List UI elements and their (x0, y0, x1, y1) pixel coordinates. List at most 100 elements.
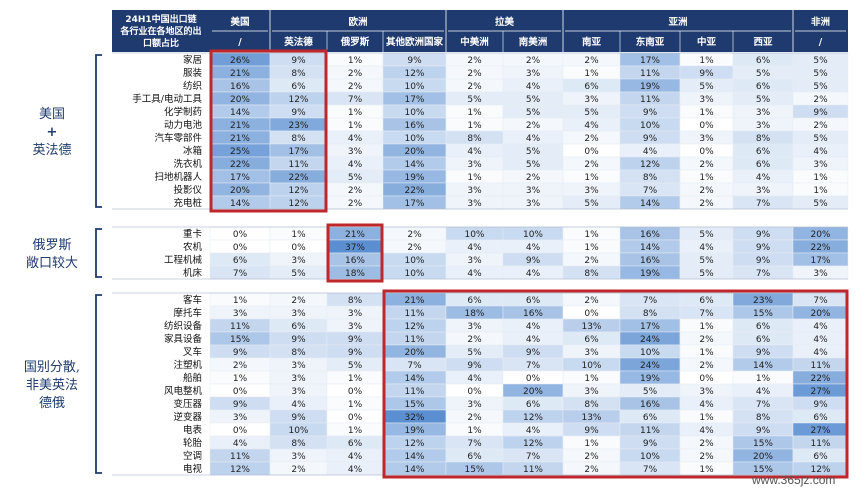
cell-value: 8% (643, 309, 658, 319)
cell-value: 20% (523, 387, 543, 397)
row-label: 空调 (183, 450, 202, 462)
cell-value: 6% (756, 82, 771, 92)
cell-value: 1% (699, 56, 714, 66)
cell-value: 5% (526, 95, 541, 105)
cell-value: 21% (230, 121, 250, 131)
cell-value: 3% (348, 309, 363, 319)
cell-value: 0% (348, 413, 363, 423)
group-label: 俄罗斯 (32, 238, 71, 253)
cell-value: 7% (756, 269, 771, 279)
cell-value: 17% (640, 322, 660, 332)
subregion-header: 其他欧洲国家 (386, 36, 444, 48)
cell-value: 5% (526, 160, 541, 170)
cell-value: 15% (230, 335, 250, 345)
cell-value: 7% (813, 296, 828, 306)
cell-value: 7% (643, 296, 658, 306)
row-label: 充电桩 (173, 197, 202, 209)
cell-value: 5% (699, 256, 714, 266)
cell-value: 11% (230, 452, 250, 462)
cell-value: 1% (699, 413, 714, 423)
cell-value: 3% (584, 387, 599, 397)
table-title-line: 24H1中国出口链 (125, 13, 197, 25)
cell-value: 2% (584, 160, 599, 170)
cell-value: 10% (640, 348, 660, 358)
cell-value: 12% (404, 439, 424, 449)
cell-value: 1% (467, 108, 482, 118)
cell-value: 2% (699, 439, 714, 449)
cell-value: 1% (348, 121, 363, 131)
cell-value: 21% (345, 230, 365, 240)
region-header: 拉美 (495, 16, 515, 28)
cell-value: 12% (288, 186, 308, 196)
cell-value: 24% (640, 335, 660, 345)
cell-value: 0% (467, 387, 482, 397)
cell-value: 4% (348, 134, 363, 144)
cell-value: 27% (810, 387, 830, 397)
cell-value: 16% (640, 230, 660, 240)
cell-value: 20% (810, 309, 830, 319)
cell-value: 9% (233, 400, 248, 410)
cell-value: 12% (230, 465, 250, 475)
cell-value: 8% (756, 413, 771, 423)
cell-value: 3% (467, 199, 482, 209)
cell-value: 2% (291, 296, 306, 306)
cell-value: 14% (404, 374, 424, 384)
cell-value: 17% (404, 199, 424, 209)
cell-value: 19% (640, 374, 660, 384)
cell-value: 12% (288, 199, 308, 209)
cell-value: 2% (813, 95, 828, 105)
cell-value: 6% (756, 322, 771, 332)
row-label: 家居 (183, 54, 202, 66)
subregion-header: 俄罗斯 (340, 36, 370, 48)
cell-value: 1% (584, 230, 599, 240)
row-label: 洗衣机 (173, 158, 202, 170)
cell-value: 16% (640, 256, 660, 266)
cell-value: 26% (230, 56, 250, 66)
cell-value: 4% (526, 134, 541, 144)
row-label: 逆变器 (173, 411, 202, 423)
group-label: 德俄 (39, 396, 65, 411)
row-label: 投影仪 (173, 184, 202, 196)
row-label: 服装 (183, 67, 203, 79)
cell-value: 3% (756, 186, 771, 196)
cell-value: 20% (404, 348, 424, 358)
cell-value: 4% (467, 374, 482, 384)
cell-value: 6% (756, 147, 771, 157)
cell-value: 15% (753, 439, 773, 449)
subregion-header: 中亚 (697, 36, 717, 48)
row-label: 注塑机 (173, 359, 202, 371)
cell-value: 1% (699, 173, 714, 183)
cell-value: 5% (813, 56, 828, 66)
cell-value: 11% (810, 361, 830, 371)
cell-value: 9% (643, 134, 658, 144)
cell-value: 4% (467, 269, 482, 279)
cell-value: 21% (230, 69, 250, 79)
cell-value: 10% (404, 256, 424, 266)
cell-value: 16% (345, 256, 365, 266)
cell-value: 9% (291, 56, 306, 66)
cell-value: 18% (464, 309, 484, 319)
cell-value: 0% (699, 374, 714, 384)
cell-value: 6% (584, 82, 599, 92)
cell-value: 4% (699, 243, 714, 253)
cell-value: 2% (699, 186, 714, 196)
row-label: 电表 (183, 424, 203, 436)
cell-value: 20% (230, 95, 250, 105)
cell-value: 11% (404, 309, 424, 319)
cell-value: 4% (699, 426, 714, 436)
cell-value: 5% (526, 147, 541, 157)
cell-value: 1% (699, 348, 714, 358)
cell-value: 19% (640, 82, 660, 92)
cell-value: 6% (756, 160, 771, 170)
cell-value: 8% (291, 69, 306, 79)
cell-value: 1% (584, 173, 599, 183)
row-label: 冰箱 (183, 145, 202, 157)
cell-value: 2% (699, 199, 714, 209)
cell-value: 21% (230, 134, 250, 144)
cell-value: 0% (699, 121, 714, 131)
subregion-header: 西亚 (753, 37, 773, 48)
cell-value: 3% (467, 322, 482, 332)
row-label: 汽车零部件 (154, 132, 202, 144)
cell-value: 9% (526, 348, 541, 358)
